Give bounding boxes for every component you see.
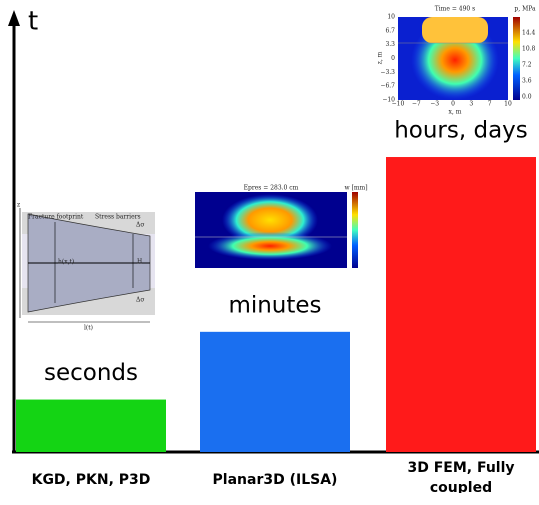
x-tick-label: KGD, PKN, P3D — [6, 470, 176, 490]
inset-label: z — [17, 202, 20, 209]
inset-tick-label: 3.6 — [522, 78, 532, 85]
inset-colorbar-label: w [mm] — [344, 185, 367, 192]
inset-tick-label: 14.4 — [522, 30, 536, 37]
inset-tick-label: 10.8 — [522, 46, 536, 53]
inset-tick-label: 6.7 — [385, 27, 395, 34]
category-label: Planar3D (ILSA) — [190, 470, 360, 505]
inset-tick-label: −7 — [412, 101, 421, 108]
bar-annotation: hours, days — [394, 118, 528, 144]
inset-label: H — [137, 259, 142, 266]
category-label: 3D FEM, Fully coupled — [376, 458, 539, 493]
inset-title: Time = 490 s — [435, 6, 475, 13]
bar — [200, 332, 350, 452]
inset-tick-label: 0 — [391, 55, 395, 62]
inset-tick-label: 3.3 — [385, 41, 395, 48]
inset-label: Fracture footprint — [28, 214, 84, 221]
bar — [386, 157, 536, 452]
inset-tick-label: −6.7 — [380, 83, 395, 90]
planar-inset: Epres = 283.0 cm w [mm] — [195, 185, 368, 269]
inset-label: Stress barriers — [95, 214, 141, 221]
chart: Fracture footprint Stress barriers h(x,t… — [0, 0, 539, 505]
inset-tick-label: 0 — [451, 101, 455, 108]
inset-tick-label: 7.2 — [522, 62, 532, 69]
inset-label: l(t) — [84, 325, 93, 332]
inset-label: Δσ — [136, 222, 144, 229]
inset-label: h(x,t) — [58, 259, 74, 266]
inset-colorbar-label: p, MPa — [514, 6, 536, 13]
inset-tick-label: 3 — [469, 101, 473, 108]
inset-tick-label: −3 — [430, 101, 439, 108]
inset-title: Epres = 283.0 cm — [244, 185, 299, 192]
y-axis-arrow — [8, 10, 20, 26]
x-tick-label: 3D FEM, Fully coupled — [401, 458, 521, 493]
inset-ylabel: z, m — [377, 51, 384, 64]
bar-annotation: seconds — [44, 360, 138, 386]
inset-label: Δσ — [136, 297, 144, 304]
inset-tick-label: −10 — [392, 101, 405, 108]
bar-annotation: minutes — [228, 292, 321, 318]
analytical-inset: Fracture footprint Stress barriers h(x,t… — [17, 202, 155, 332]
inset-xlabel: x, m — [449, 109, 462, 116]
fem-inset: Time = 490 s p, MPa x, m z, m 10 6.7 3.3 0 −… — [377, 6, 536, 116]
x-tick-label: Planar3D (ILSA) — [190, 470, 360, 490]
inset-tick-label: −3.3 — [380, 69, 395, 76]
inset-tick-label: 10 — [504, 101, 512, 108]
inset-tick-label: 7 — [488, 101, 492, 108]
bar — [16, 400, 166, 452]
inset-tick-label: 0.0 — [522, 94, 532, 101]
inset-tick-label: 10 — [387, 14, 395, 21]
axis-label: t — [28, 7, 38, 37]
category-label: KGD, PKN, P3D — [6, 470, 176, 505]
